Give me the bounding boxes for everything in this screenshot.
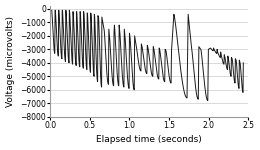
Y-axis label: Voltage (microvolts): Voltage (microvolts) (5, 16, 15, 107)
X-axis label: Elapsed time (seconds): Elapsed time (seconds) (96, 135, 202, 144)
